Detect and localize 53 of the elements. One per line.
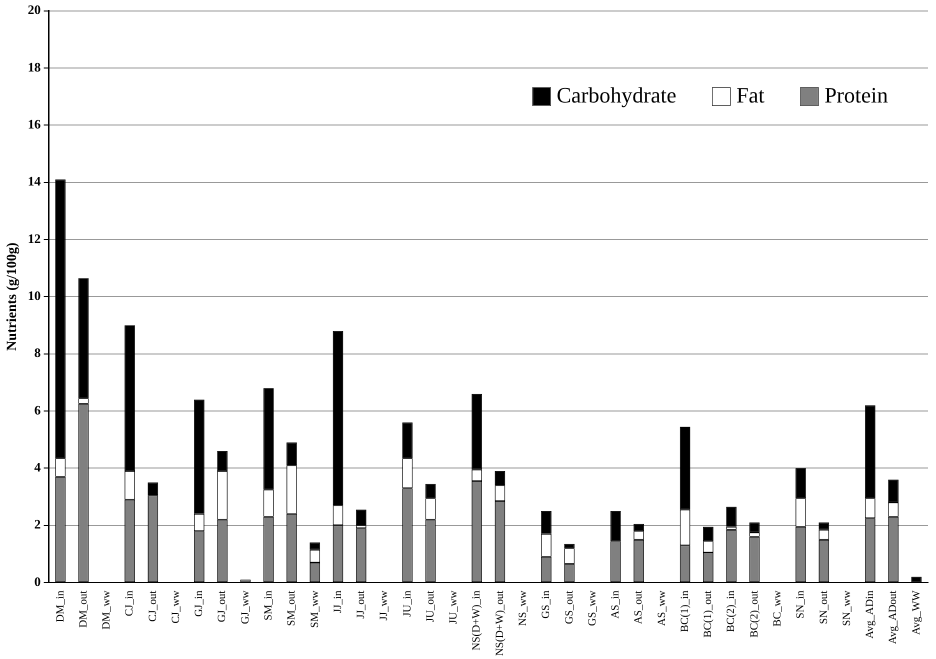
x-tick-label: BC(1)_in [678,590,691,632]
x-tick-label: NS(D+W)_in [470,590,483,651]
y-tick-label: 14 [28,174,42,189]
x-tick-label: SN_in [794,590,807,619]
x-tick-label: NS_ww [516,590,529,626]
x-tick-label: DM_out [77,590,90,628]
x-tick-label: BC(2)_out [748,590,760,638]
y-tick-label: 16 [28,116,42,132]
x-tick-label: BC(1)_out [702,590,714,638]
x-tick-label: NS(D+W)_out [494,590,506,656]
x-tick-label: AS_in [610,590,622,619]
x-tick-label: SN_out [818,590,830,624]
x-tick-label: BC_ww [772,590,784,627]
x-tick-label: GJ_ww [239,590,252,624]
y-tick-label: 20 [28,2,41,18]
x-tick-label: CJ_ww [170,590,182,624]
x-tick-label: GS_in [540,590,552,619]
x-tick-label: DM_ww [100,590,113,630]
x-tick-label: DM_in [54,590,66,622]
x-tick-label: GJ_in [193,590,206,617]
x-tick-label: Avg_WW [910,590,922,635]
legend-label: Protein [824,82,888,108]
legend-label: Fat [736,82,764,108]
y-tick-label: 4 [34,460,42,475]
x-tick-label: JJ_in [332,590,344,614]
y-tick-label: 2 [34,516,41,532]
x-tick-label: SM_ww [308,590,321,628]
x-tick-label: JU_ww [448,590,460,624]
x-tick-label: Avg_ADout [887,590,900,644]
legend-label: Carbohydrate [556,82,676,108]
x-tick-label: BC(2)_in [725,590,738,632]
y-tick-label: 8 [34,345,42,360]
y-tick-label: 12 [28,230,41,246]
x-tick-label: SM_out [286,590,298,626]
x-tick-label: GS_out [563,590,576,624]
y-tick-label: 18 [28,59,42,74]
x-tick-label: JJ_ww [378,590,390,620]
y-axis-title: Nutrients (g/100g) [5,242,20,351]
y-tick-label: 6 [34,402,42,418]
x-tick-label: SN_ww [840,590,853,626]
x-tick-label: JU_out [424,590,436,622]
x-tick-label: GJ_out [216,590,228,622]
x-tick-label: CJ_in [124,590,136,616]
x-tick-label: JJ_out [355,590,368,619]
x-tick-label: AS_ww [656,590,668,626]
x-tick-label: Avg_ADin [864,590,876,639]
y-tick-label: 10 [28,288,41,304]
x-tick-label: JU_in [401,590,414,617]
x-tick-label: CJ_out [146,590,159,622]
x-tick-label: GS_ww [586,590,598,626]
x-tick-label: SM_in [262,590,274,620]
y-tick-label: 0 [34,574,41,589]
x-tick-label: AS_out [632,590,645,624]
